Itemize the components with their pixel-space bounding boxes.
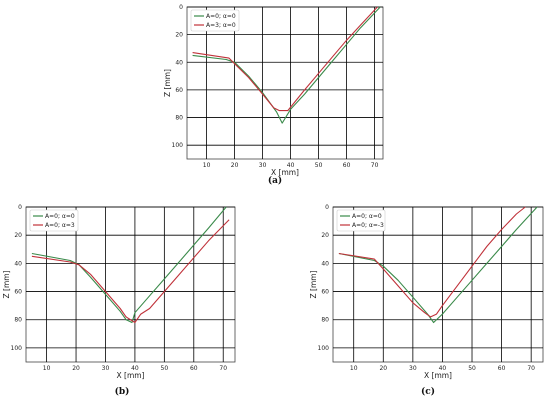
y-tick-label: 0	[18, 204, 22, 211]
x-axis-label: X [mm]	[424, 371, 452, 380]
y-tick-label: 60	[14, 289, 22, 296]
y-tick-label: 80	[14, 317, 22, 324]
legend-box	[29, 209, 79, 232]
series-line-2	[338, 206, 526, 318]
x-tick-label: 10	[203, 162, 211, 169]
series-line-1	[338, 206, 538, 324]
y-tick-label: 0	[325, 204, 329, 211]
y-tick-label: 0	[179, 4, 183, 11]
x-axis-label: X [mm]	[117, 371, 145, 380]
y-tick-label: 40	[175, 59, 183, 66]
y-axis-label: Z [mm]	[309, 270, 318, 298]
plot-area	[186, 6, 384, 160]
y-tick-label: 100	[318, 345, 330, 352]
y-tick-label: 80	[321, 317, 329, 324]
series-line-1	[192, 6, 381, 124]
series-line-2	[31, 219, 230, 324]
panel-caption: (a)	[268, 175, 282, 186]
series-line-1	[31, 206, 227, 324]
legend-entry-2: A=0; α=3	[45, 222, 75, 229]
x-tick-label: 20	[379, 365, 387, 372]
x-tick-label: 10	[350, 365, 358, 372]
y-tick-label: 100	[172, 142, 184, 149]
x-tick-label: 60	[343, 162, 351, 169]
y-tick-label: 20	[175, 32, 183, 39]
chart-panel-1: 10 20 30 40 50 60 70 0 20 40 60 80 100 X [mm] Z [mm] A=…	[163, 4, 384, 186]
x-tick-label: 50	[161, 365, 169, 372]
y-tick-label: 40	[321, 260, 329, 267]
y-tick-label: 20	[321, 232, 329, 239]
y-tick-label: 60	[321, 289, 329, 296]
y-axis-label: Z [mm]	[163, 69, 172, 97]
chart-panel-2: 10 20 30 40 50 60 70 0 20 40 60 80 100 X [mm] Z [mm] A=…	[2, 204, 236, 397]
x-tick-label: 70	[219, 365, 227, 372]
y-tick-label: 100	[11, 345, 23, 352]
y-tick-label: 80	[175, 115, 183, 122]
series-line-2	[192, 6, 378, 112]
legend-entry-1: A=0; α=0	[352, 213, 382, 220]
x-tick-label: 70	[527, 365, 535, 372]
legend-entry-1: A=0; α=0	[206, 13, 236, 20]
y-tick-label: 60	[175, 87, 183, 94]
y-axis-label: Z [mm]	[2, 270, 11, 298]
y-tick-label: 20	[14, 232, 22, 239]
legend-box	[190, 9, 240, 32]
x-tick-label: 40	[287, 162, 295, 169]
legend-entry-2: A=3; α=0	[206, 22, 236, 29]
chart-panel-3: 10 20 30 40 50 60 70 0 20 40 60 80 100 X [mm] Z [mm] A=…	[309, 204, 544, 397]
legend-box	[336, 209, 386, 232]
legend-entry-1: A=0; α=0	[45, 213, 75, 220]
panel-caption: (c)	[421, 386, 435, 397]
x-tick-label: 40	[439, 365, 447, 372]
x-tick-label: 30	[409, 365, 417, 372]
x-axis-label: X [mm]	[271, 168, 299, 177]
y-tick-label: 40	[14, 260, 22, 267]
x-tick-label: 70	[371, 162, 379, 169]
x-tick-label: 20	[72, 365, 80, 372]
x-tick-label: 60	[190, 365, 198, 372]
x-tick-label: 30	[102, 365, 110, 372]
x-tick-label: 50	[468, 365, 476, 372]
plot-area	[332, 206, 544, 363]
x-tick-label: 30	[259, 162, 267, 169]
x-tick-label: 10	[43, 365, 51, 372]
x-tick-label: 40	[131, 365, 139, 372]
panel-caption: (b)	[115, 386, 130, 397]
legend-entry-2: A=0; α=-3	[352, 222, 384, 229]
x-tick-label: 20	[231, 162, 239, 169]
x-tick-label: 50	[315, 162, 323, 169]
x-tick-label: 60	[498, 365, 506, 372]
